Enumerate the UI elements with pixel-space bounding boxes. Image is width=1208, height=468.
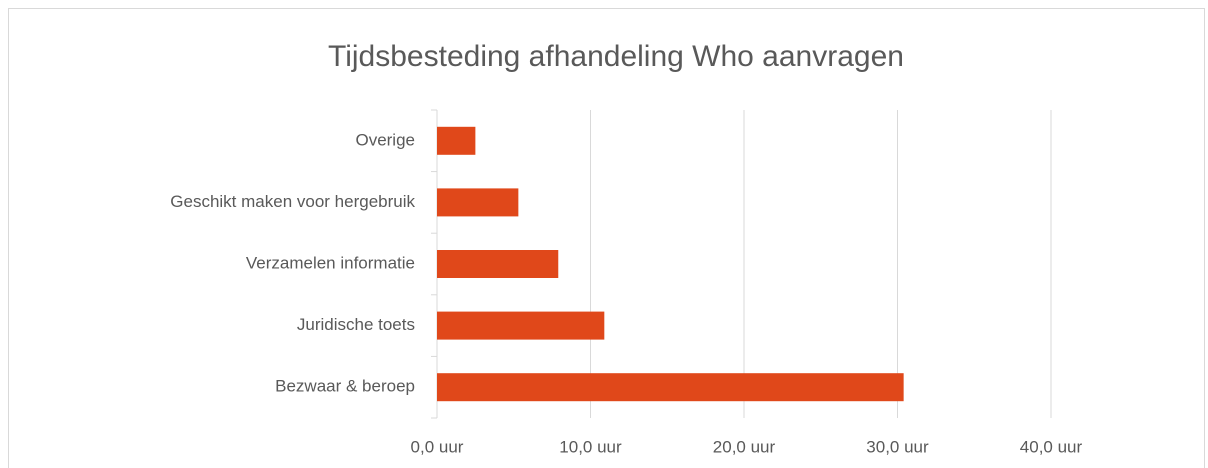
y-tick-label: Juridische toets xyxy=(297,315,415,334)
x-tick-label: 30,0 uur xyxy=(866,437,929,456)
y-tick-label: Overige xyxy=(355,130,415,149)
y-tick-label: Verzamelen informatie xyxy=(246,253,415,272)
x-tick-label: 20,0 uur xyxy=(713,437,776,456)
x-tick-label: 0,0 uur xyxy=(411,437,464,456)
x-tick-label: 40,0 uur xyxy=(1020,437,1083,456)
y-tick-label: Geschikt maken voor hergebruik xyxy=(170,192,415,211)
chart-title: Tijdsbesteding afhandeling Who aanvragen xyxy=(328,40,904,73)
bar xyxy=(437,311,605,340)
x-tick-label: 10,0 uur xyxy=(559,437,622,456)
bar xyxy=(437,188,519,217)
bar xyxy=(437,250,559,278)
bar xyxy=(437,126,476,155)
bar xyxy=(437,373,904,402)
y-tick-label: Bezwaar & beroep xyxy=(275,377,415,396)
